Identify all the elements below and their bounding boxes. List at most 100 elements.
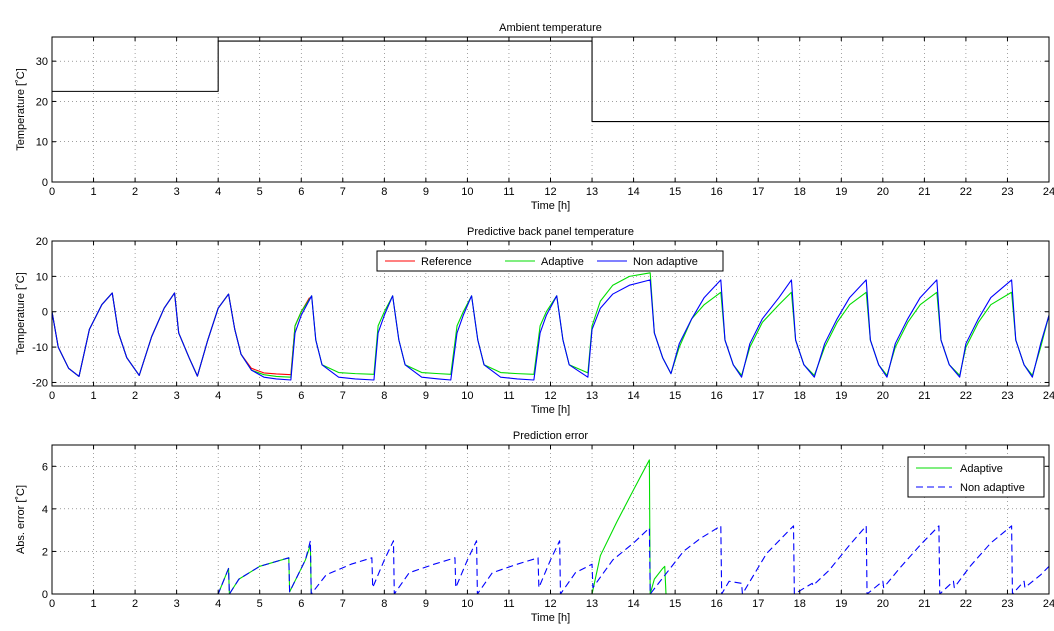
x-tick-label: 0 xyxy=(49,598,55,610)
x-tick-label: 13 xyxy=(586,186,598,198)
subplot-1: 0 1 2 3 4 5 6 7 8 9 10 11 12 13 14 15 16 17 18 19 20 21 22 23 24… xyxy=(15,22,1054,212)
series-line-1 xyxy=(52,40,1049,123)
x-tick-label: 24 xyxy=(1043,598,1054,610)
x-tick-label: 18 xyxy=(794,390,806,402)
legend-label-1: Adaptive xyxy=(960,463,1003,475)
x-tick-label: 24 xyxy=(1043,390,1054,402)
x-tick-label: 21 xyxy=(918,390,930,402)
x-axis-label: Time [h] xyxy=(531,200,570,212)
x-tick-label: 18 xyxy=(794,186,806,198)
legend-label-1: Reference xyxy=(421,256,472,268)
y-tick-label: 30 xyxy=(36,56,48,68)
x-tick-label: 17 xyxy=(752,390,764,402)
x-tick-label: 12 xyxy=(544,186,556,198)
legend-box xyxy=(376,250,724,272)
x-tick-label: 3 xyxy=(174,390,180,402)
y-tick-label: -10 xyxy=(32,342,48,354)
x-tick-label: 19 xyxy=(835,186,847,198)
legend-label-2: Adaptive xyxy=(541,256,584,268)
x-tick-label: 16 xyxy=(711,390,723,402)
x-tick-label: 7 xyxy=(340,598,346,610)
x-tick-label: 9 xyxy=(423,186,429,198)
x-tick-label: 17 xyxy=(752,598,764,610)
x-tick-label: 19 xyxy=(835,598,847,610)
y-tick-label: 20 xyxy=(36,236,48,248)
x-tick-label: 21 xyxy=(918,598,930,610)
x-tick-label: 24 xyxy=(1043,186,1054,198)
y-tick-label: 20 xyxy=(36,96,48,108)
x-tick-label: 14 xyxy=(627,390,639,402)
y-tick-label: -20 xyxy=(32,377,48,389)
x-tick-label: 10 xyxy=(461,390,473,402)
x-tick-label: 5 xyxy=(257,390,263,402)
y-tick-label: 2 xyxy=(42,546,48,558)
x-tick-label: 15 xyxy=(669,390,681,402)
legend: Adaptive Non adaptive xyxy=(907,456,1045,498)
x-tick-label: 2 xyxy=(132,390,138,402)
x-tick-label: 1 xyxy=(90,390,96,402)
x-tick-label: 6 xyxy=(298,186,304,198)
y-axis-label: Abs. error [˚C] xyxy=(15,485,27,554)
x-tick-label: 13 xyxy=(586,390,598,402)
x-tick-label: 1 xyxy=(90,186,96,198)
x-tick-label: 8 xyxy=(381,598,387,610)
x-tick-label: 14 xyxy=(627,186,639,198)
x-tick-label: 11 xyxy=(503,598,514,610)
y-tick-label: 10 xyxy=(36,137,48,149)
x-tick-label: 6 xyxy=(298,390,304,402)
y-tick-label: 0 xyxy=(42,177,48,189)
legend: Reference Adaptive Non adaptive xyxy=(376,250,724,272)
x-tick-label: 11 xyxy=(503,390,514,402)
x-tick-label: 15 xyxy=(669,598,681,610)
y-axis-label: Temperature [˚C] xyxy=(15,272,27,355)
chart-title: Predictive back panel temperature xyxy=(467,226,634,238)
x-tick-label: 22 xyxy=(960,390,972,402)
x-tick-label: 12 xyxy=(544,390,556,402)
x-tick-label: 23 xyxy=(1001,390,1013,402)
series-line-2 xyxy=(52,525,1050,595)
y-tick-label: 0 xyxy=(42,307,48,319)
x-tick-label: 11 xyxy=(503,186,514,198)
x-tick-label: 7 xyxy=(340,186,346,198)
x-tick-label: 20 xyxy=(877,598,889,610)
subplot-2: 0 1 2 3 4 5 6 7 8 9 10 11 12 13 14 15 16 17 18 19 20 21 22 23 24… xyxy=(15,226,1054,416)
y-tick-label: 0 xyxy=(42,589,48,601)
x-tick-label: 16 xyxy=(711,598,723,610)
x-tick-label: 22 xyxy=(960,186,972,198)
series-line-3 xyxy=(51,279,1050,381)
x-tick-label: 4 xyxy=(215,598,221,610)
x-tick-label: 17 xyxy=(752,186,764,198)
y-axis-label: Temperature [˚C] xyxy=(15,68,27,151)
x-tick-label: 3 xyxy=(174,186,180,198)
x-tick-label: 18 xyxy=(794,598,806,610)
x-tick-label: 0 xyxy=(49,390,55,402)
x-tick-label: 4 xyxy=(215,390,221,402)
x-tick-label: 23 xyxy=(1001,598,1013,610)
x-tick-label: 9 xyxy=(423,598,429,610)
x-tick-label: 22 xyxy=(960,598,972,610)
subplot-3: 0 1 2 3 4 5 6 7 8 9 10 11 12 13 14 15 16 17 18 19 20 21 22 23 24… xyxy=(15,430,1054,624)
x-tick-label: 3 xyxy=(174,598,180,610)
x-axis-label: Time [h] xyxy=(531,612,570,624)
x-tick-label: 5 xyxy=(257,598,263,610)
x-tick-label: 2 xyxy=(132,598,138,610)
x-tick-label: 1 xyxy=(90,598,96,610)
legend-box xyxy=(907,456,1045,498)
x-tick-label: 20 xyxy=(877,186,889,198)
legend-label-3: Non adaptive xyxy=(633,256,698,268)
x-tick-label: 14 xyxy=(627,598,639,610)
y-tick-label: 10 xyxy=(36,271,48,283)
x-tick-label: 5 xyxy=(257,186,263,198)
x-tick-label: 2 xyxy=(132,186,138,198)
x-tick-label: 19 xyxy=(835,390,847,402)
x-tick-label: 10 xyxy=(461,598,473,610)
y-tick-label: 4 xyxy=(42,504,48,516)
x-tick-label: 9 xyxy=(423,390,429,402)
x-tick-label: 8 xyxy=(381,390,387,402)
x-tick-label: 6 xyxy=(298,598,304,610)
x-tick-label: 7 xyxy=(340,390,346,402)
x-tick-label: 16 xyxy=(711,186,723,198)
x-tick-label: 0 xyxy=(49,186,55,198)
x-tick-label: 12 xyxy=(544,598,556,610)
